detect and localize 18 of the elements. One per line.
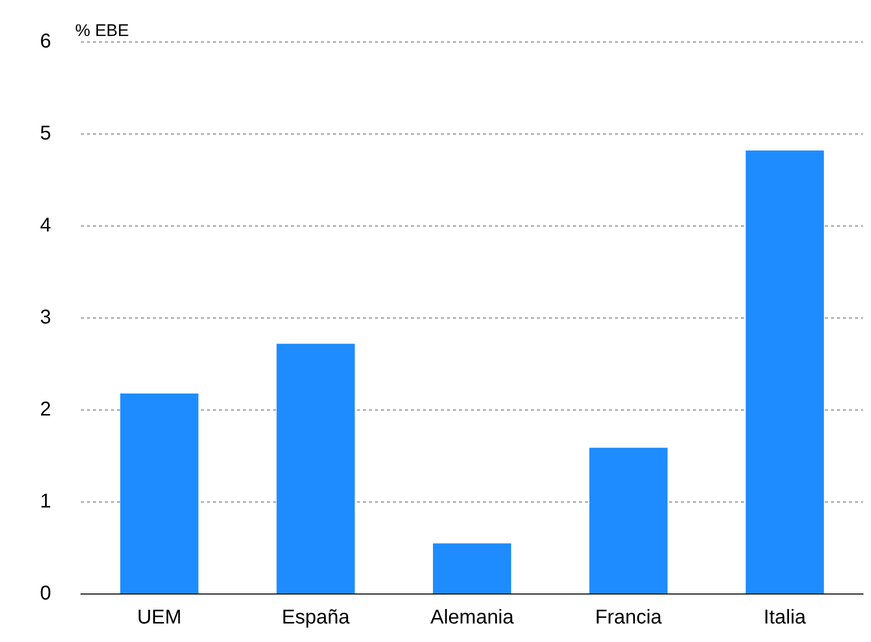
- y-tick-label: 0: [40, 582, 52, 605]
- bar: [746, 150, 824, 594]
- bar: [432, 543, 512, 594]
- y-tick-label: 4: [40, 214, 52, 237]
- x-tick-label: UEM: [137, 606, 182, 629]
- y-tick-label: 1: [40, 490, 52, 513]
- x-tick-label: Italia: [764, 606, 807, 629]
- y-axis-title: % EBE: [75, 21, 129, 40]
- y-tick-label: 6: [40, 30, 52, 53]
- bar: [120, 393, 198, 594]
- y-tick-label: 3: [40, 306, 52, 329]
- bar: [589, 448, 668, 594]
- y-tick-label: 5: [40, 122, 52, 145]
- x-tick-label: Alemania: [430, 606, 515, 629]
- y-tick-label: 2: [40, 398, 52, 421]
- x-tick-label: Francia: [595, 606, 663, 629]
- x-tick-label: España: [282, 606, 350, 629]
- bar: [276, 344, 355, 594]
